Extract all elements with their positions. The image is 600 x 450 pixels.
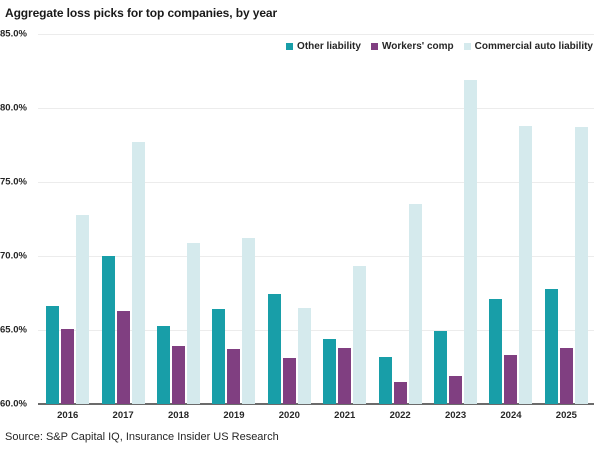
bar-commercial-auto-liability-2025 bbox=[574, 127, 588, 404]
source-note: Source: S&P Capital IQ, Insurance Inside… bbox=[5, 431, 279, 443]
bar-group-2021 bbox=[317, 34, 372, 404]
x-tick-label-2024: 2024 bbox=[500, 410, 522, 421]
bar-group-2022 bbox=[372, 34, 427, 404]
legend-item-commercial-auto-liability: Commercial auto liability bbox=[463, 41, 593, 52]
bar-workers-comp-2024 bbox=[504, 355, 518, 404]
bar-other-liability-2024 bbox=[489, 298, 503, 404]
bar-commercial-auto-liability-2018 bbox=[187, 242, 201, 404]
gridline bbox=[38, 256, 594, 257]
y-tick-label: 60.0% bbox=[0, 398, 27, 410]
bar-commercial-auto-liability-2023 bbox=[464, 79, 478, 404]
x-tick-label-2021: 2021 bbox=[334, 410, 356, 421]
legend-swatch-icon bbox=[463, 43, 471, 50]
bar-group-2020 bbox=[262, 34, 317, 404]
bar-workers-comp-2021 bbox=[338, 347, 352, 404]
legend-label: Other liability bbox=[297, 41, 361, 52]
bar-commercial-auto-liability-2022 bbox=[408, 204, 422, 404]
x-tick-label-2018: 2018 bbox=[167, 410, 190, 421]
bar-other-liability-2020 bbox=[267, 294, 281, 404]
x-tick-label-2025: 2025 bbox=[555, 410, 577, 421]
bar-commercial-auto-liability-2017 bbox=[131, 142, 145, 404]
bar-workers-comp-2023 bbox=[449, 375, 463, 404]
bar-group-2025 bbox=[539, 34, 594, 404]
bar-group-2017 bbox=[95, 34, 150, 404]
bar-other-liability-2017 bbox=[101, 256, 115, 404]
y-tick-label: 75.0% bbox=[0, 176, 27, 188]
bar-workers-comp-2020 bbox=[282, 358, 296, 404]
bar-workers-comp-2019 bbox=[227, 349, 241, 404]
bar-commercial-auto-liability-2019 bbox=[242, 238, 256, 404]
legend-swatch-icon bbox=[370, 43, 378, 50]
x-tick-label-2020: 2020 bbox=[278, 410, 300, 421]
bar-workers-comp-2025 bbox=[559, 347, 573, 404]
bar-commercial-auto-liability-2016 bbox=[76, 214, 90, 404]
bar-other-liability-2022 bbox=[378, 356, 392, 404]
bar-other-liability-2016 bbox=[46, 306, 60, 404]
bar-workers-comp-2016 bbox=[61, 328, 75, 404]
bar-other-liability-2019 bbox=[212, 309, 226, 404]
bar-group-2016 bbox=[40, 34, 95, 404]
gridline bbox=[38, 182, 594, 183]
bar-commercial-auto-liability-2020 bbox=[297, 307, 311, 404]
legend: Other liability Workers' comp Commercial a… bbox=[286, 41, 593, 52]
gridline bbox=[38, 34, 594, 35]
x-tick-label-2023: 2023 bbox=[444, 410, 467, 421]
grid-layer: 85.0% 80.0% 75.0% 70.0% 65.0% 60.0% bbox=[0, 29, 594, 410]
gridline bbox=[38, 108, 594, 109]
bar-other-liability-2025 bbox=[544, 288, 558, 404]
legend-label: Commercial auto liability bbox=[474, 41, 593, 52]
bar-workers-comp-2018 bbox=[172, 346, 186, 404]
plot-area: 85.0% 80.0% 75.0% 70.0% 65.0% 60.0% bbox=[0, 29, 594, 410]
y-tick-label: 65.0% bbox=[0, 324, 27, 336]
x-axis-line bbox=[38, 403, 594, 405]
bar-other-liability-2021 bbox=[323, 338, 337, 404]
x-tick-label-2016: 2016 bbox=[57, 410, 79, 421]
bar-workers-comp-2022 bbox=[393, 381, 407, 404]
bar-commercial-auto-liability-2021 bbox=[353, 266, 367, 404]
y-tick-label: 85.0% bbox=[0, 28, 27, 40]
x-tick-label-2019: 2019 bbox=[223, 410, 245, 421]
chart-title: Aggregate loss picks for top companies, … bbox=[5, 6, 278, 20]
y-tick-label: 80.0% bbox=[0, 102, 27, 114]
bar-other-liability-2018 bbox=[157, 325, 171, 404]
x-tick-label-2017: 2017 bbox=[112, 410, 134, 421]
bar-other-liability-2023 bbox=[434, 331, 448, 404]
gridline bbox=[38, 330, 594, 331]
y-tick-label: 70.0% bbox=[0, 250, 27, 262]
bar-group-2018 bbox=[151, 34, 206, 404]
bar-workers-comp-2017 bbox=[116, 310, 130, 404]
bar-commercial-auto-liability-2024 bbox=[519, 125, 533, 404]
legend-label: Workers' comp bbox=[381, 41, 454, 52]
bars-layer bbox=[40, 34, 594, 404]
x-axis-labels: 2016 2017 2018 2019 2020 2021 2022 2023 2024 2025 bbox=[40, 410, 594, 421]
bar-group-2023 bbox=[428, 34, 483, 404]
bar-group-2024 bbox=[483, 34, 538, 404]
legend-item-workers-comp: Workers' comp bbox=[370, 41, 454, 52]
legend-swatch-icon bbox=[286, 43, 294, 50]
x-tick-label-2022: 2022 bbox=[389, 410, 411, 421]
bar-group-2019 bbox=[206, 34, 261, 404]
legend-item-other-liability: Other liability bbox=[286, 41, 361, 52]
